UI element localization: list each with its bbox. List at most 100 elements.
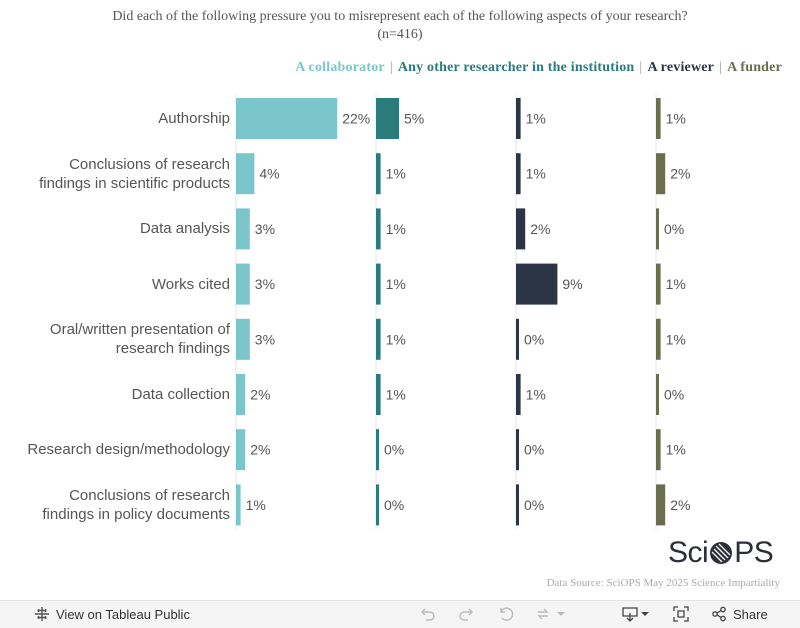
data-label: 1% bbox=[386, 331, 406, 347]
data-label: 4% bbox=[259, 166, 279, 182]
data-label: 0% bbox=[524, 497, 544, 513]
legend-item-reviewer[interactable]: A reviewer bbox=[647, 60, 715, 75]
bar[interactable] bbox=[236, 429, 246, 471]
legend-separator: | bbox=[389, 60, 393, 75]
bar[interactable] bbox=[516, 429, 519, 471]
chevron-down-icon bbox=[641, 612, 649, 616]
data-label: 1% bbox=[526, 166, 546, 182]
bar[interactable] bbox=[376, 484, 379, 526]
data-label: 5% bbox=[404, 111, 424, 127]
category-label-line: Works cited bbox=[151, 275, 230, 293]
bar[interactable] bbox=[656, 153, 666, 195]
bar[interactable] bbox=[516, 263, 558, 305]
category-label: Conclusions of research findings in polic… bbox=[0, 486, 230, 524]
legend-item-funder[interactable]: A funder bbox=[727, 60, 782, 75]
data-label: 0% bbox=[384, 497, 404, 513]
bar[interactable] bbox=[516, 208, 526, 250]
bar-chart: 22% 5% 1% 1% 4% 1% 1% 2% 3% 1% 2% 0% 3% 1% 9% 1% 3% 1% 0% 1… bbox=[235, 94, 690, 530]
bar[interactable] bbox=[376, 374, 381, 415]
data-label: 1% bbox=[386, 276, 406, 292]
data-label: 2% bbox=[250, 387, 270, 403]
bar[interactable] bbox=[236, 374, 246, 415]
logo-globe-icon bbox=[710, 542, 733, 564]
refresh-button[interactable] bbox=[535, 606, 565, 622]
bar[interactable] bbox=[376, 208, 381, 250]
bar[interactable] bbox=[656, 429, 661, 471]
fullscreen-button[interactable] bbox=[673, 606, 689, 622]
bar[interactable] bbox=[236, 98, 338, 139]
revert-icon bbox=[500, 607, 514, 621]
bar[interactable] bbox=[656, 98, 661, 139]
legend-item-collaborator[interactable]: A collaborator bbox=[295, 60, 385, 75]
bar[interactable] bbox=[516, 484, 519, 526]
bar[interactable] bbox=[236, 318, 250, 360]
bar[interactable] bbox=[236, 208, 250, 250]
download-icon bbox=[622, 607, 638, 622]
category-label: Authorship bbox=[0, 109, 230, 128]
data-label: 2% bbox=[670, 166, 690, 182]
bar[interactable] bbox=[376, 263, 381, 305]
legend-item-other-researcher[interactable]: Any other researcher in the institution bbox=[397, 60, 635, 75]
bar[interactable] bbox=[516, 374, 521, 415]
bar[interactable] bbox=[376, 318, 381, 360]
legend-separator: | bbox=[639, 60, 643, 75]
redo-button[interactable] bbox=[458, 606, 474, 622]
bar[interactable] bbox=[656, 318, 661, 360]
category-label-line: findings in scientific products bbox=[39, 174, 230, 192]
bar[interactable] bbox=[376, 153, 381, 195]
bar[interactable] bbox=[656, 374, 659, 415]
logo-text-right: PS bbox=[734, 536, 774, 569]
chart-title: Did each of the following pressure you t… bbox=[0, 8, 800, 44]
redo-icon bbox=[459, 608, 473, 621]
category-label-line: Data collection bbox=[131, 386, 230, 403]
bar[interactable] bbox=[236, 153, 255, 195]
bar[interactable] bbox=[236, 484, 241, 526]
category-label: Works cited bbox=[0, 275, 230, 294]
data-label: 2% bbox=[530, 221, 550, 237]
data-label: 1% bbox=[386, 387, 406, 403]
download-button[interactable] bbox=[622, 606, 649, 622]
data-label: 1% bbox=[666, 111, 686, 127]
title-line-1: Did each of the following pressure you t… bbox=[112, 9, 688, 24]
data-source: Data Source: SciOPS May 2025 Science Imp… bbox=[546, 577, 780, 589]
bar[interactable] bbox=[656, 484, 666, 526]
legend-separator: | bbox=[719, 60, 723, 75]
undo-button[interactable] bbox=[420, 606, 436, 622]
category-label-line: Data analysis bbox=[139, 220, 230, 238]
sciops-logo: Sci PS bbox=[668, 536, 774, 570]
bar[interactable] bbox=[656, 263, 661, 305]
tableau-toolbar: View on Tableau Public Share bbox=[0, 600, 800, 628]
data-label: 1% bbox=[666, 276, 686, 292]
bar[interactable] bbox=[376, 98, 399, 139]
logo-text-left: Sci bbox=[668, 536, 709, 569]
bar[interactable] bbox=[516, 153, 521, 195]
category-label-line: Oral/written presentation of bbox=[49, 321, 230, 339]
refresh-icon bbox=[537, 608, 549, 620]
view-on-tableau-label: View on Tableau Public bbox=[56, 606, 190, 622]
data-label: 1% bbox=[666, 331, 686, 347]
fullscreen-icon bbox=[673, 606, 689, 622]
category-label: Oral/written presentation of research fin… bbox=[0, 320, 230, 358]
bar[interactable] bbox=[516, 98, 521, 139]
data-label: 3% bbox=[255, 276, 275, 292]
data-label: 1% bbox=[386, 166, 406, 182]
category-label-line: Authorship bbox=[158, 110, 230, 127]
data-label: 1% bbox=[526, 387, 546, 403]
share-button[interactable]: Share bbox=[711, 606, 768, 622]
share-label: Share bbox=[733, 606, 768, 622]
data-label: 9% bbox=[562, 276, 582, 292]
revert-button[interactable] bbox=[498, 606, 514, 622]
data-label: 0% bbox=[524, 442, 544, 458]
bar[interactable] bbox=[516, 318, 519, 360]
bar[interactable] bbox=[656, 208, 659, 250]
bar[interactable] bbox=[236, 263, 250, 305]
category-label-line: Conclusions of research bbox=[69, 155, 230, 173]
bar[interactable] bbox=[376, 429, 379, 471]
category-label: Data collection bbox=[0, 385, 230, 404]
view-on-tableau-link[interactable]: View on Tableau Public bbox=[34, 606, 190, 622]
title-line-2: (n=416) bbox=[377, 27, 423, 42]
legend: A collaborator | Any other researcher in t… bbox=[295, 60, 782, 76]
data-label: 1% bbox=[666, 442, 686, 458]
data-label: 0% bbox=[664, 387, 684, 403]
data-label: 0% bbox=[384, 442, 404, 458]
